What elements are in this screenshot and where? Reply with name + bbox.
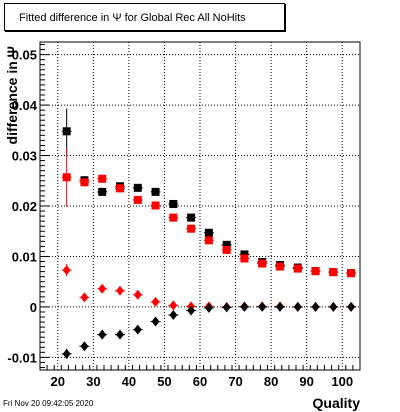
data-point-diamond: [169, 309, 178, 320]
data-point-square: [222, 245, 231, 254]
data-point-diamond: [151, 316, 160, 327]
y-tick-label: 0: [30, 300, 37, 315]
y-tick-label: 0.05: [12, 48, 37, 63]
x-tick-label: 80: [264, 374, 278, 389]
data-point-diamond: [98, 329, 107, 340]
y-axis-label: difference in Ψ: [4, 46, 20, 144]
data-point-diamond: [98, 283, 107, 294]
data-point-diamond: [169, 300, 178, 311]
x-tick-label: 100: [331, 374, 353, 389]
data-point-diamond: [116, 329, 124, 340]
x-tick-label: 70: [228, 374, 242, 389]
data-point-square: [62, 173, 71, 182]
timestamp: Fri Nov 20 09:42:05 2020: [3, 399, 94, 408]
data-point-square: [187, 213, 196, 222]
data-point-square: [133, 183, 142, 192]
x-axis-label: Quality: [313, 395, 361, 411]
chart-title-box: Fitted difference in Ψ for Global Rec Al…: [4, 3, 285, 31]
data-point-diamond: [240, 301, 249, 312]
y-tick-label: 0.02: [12, 199, 37, 214]
data-point-diamond: [80, 292, 89, 303]
data-point-square: [293, 264, 302, 273]
data-point-diamond: [204, 302, 213, 313]
axes: 20 30 40 50 60 70 80 90 100 -0.01 0 0.01 0.02 0.03 0.0…: [7, 44, 361, 389]
data-point-square: [169, 213, 178, 222]
data-markers: [61, 108, 357, 359]
y-tick-label: 0.04: [12, 98, 38, 113]
data-point-square: [204, 236, 213, 245]
data-point-square: [116, 184, 124, 193]
data-point-diamond: [62, 348, 71, 359]
data-point-square: [311, 267, 320, 276]
data-point-diamond: [311, 301, 320, 312]
data-point-square: [62, 127, 71, 136]
data-point-diamond: [187, 305, 196, 316]
y-tick-label: 0.01: [12, 249, 37, 264]
data-point-diamond: [347, 301, 356, 312]
data-point-diamond: [151, 296, 160, 307]
grid-lines: [40, 42, 360, 370]
data-point-diamond: [133, 289, 142, 300]
x-tick-label: 20: [51, 374, 65, 389]
data-point-square: [204, 228, 213, 237]
data-point-square: [276, 262, 284, 271]
data-point-square: [222, 240, 231, 249]
data-point-square: [169, 199, 178, 208]
x-tick-label: 40: [122, 374, 136, 389]
data-point-square: [347, 269, 356, 278]
data-point-square: [98, 187, 107, 196]
data-point-square: [187, 224, 196, 233]
x-tick-label: 90: [299, 374, 313, 389]
data-point-square: [133, 195, 142, 204]
chart-title: Fitted difference in Ψ for Global Rec Al…: [19, 12, 246, 24]
data-point-diamond: [258, 301, 267, 312]
data-point-diamond: [116, 285, 124, 296]
data-point-diamond: [80, 341, 89, 352]
data-point-square: [98, 174, 107, 183]
data-point-square: [258, 259, 267, 268]
data-point-square: [240, 250, 249, 259]
data-point-square: [240, 254, 249, 263]
y-tick-label: -0.01: [7, 350, 37, 365]
x-tick-label: 60: [193, 374, 207, 389]
y-tick-label: 0.03: [12, 149, 37, 164]
x-tick-label: 50: [157, 374, 171, 389]
data-point-diamond: [222, 302, 231, 313]
data-point-square: [151, 187, 160, 196]
data-point-square: [151, 201, 160, 210]
data-point-diamond: [62, 265, 71, 276]
x-tick-label: 30: [86, 374, 100, 389]
data-point-diamond: [133, 324, 142, 335]
data-point-square: [329, 268, 338, 277]
data-point-square: [80, 178, 89, 187]
data-point-diamond: [276, 301, 284, 312]
data-point-diamond: [293, 301, 302, 312]
data-point-diamond: [329, 301, 338, 312]
